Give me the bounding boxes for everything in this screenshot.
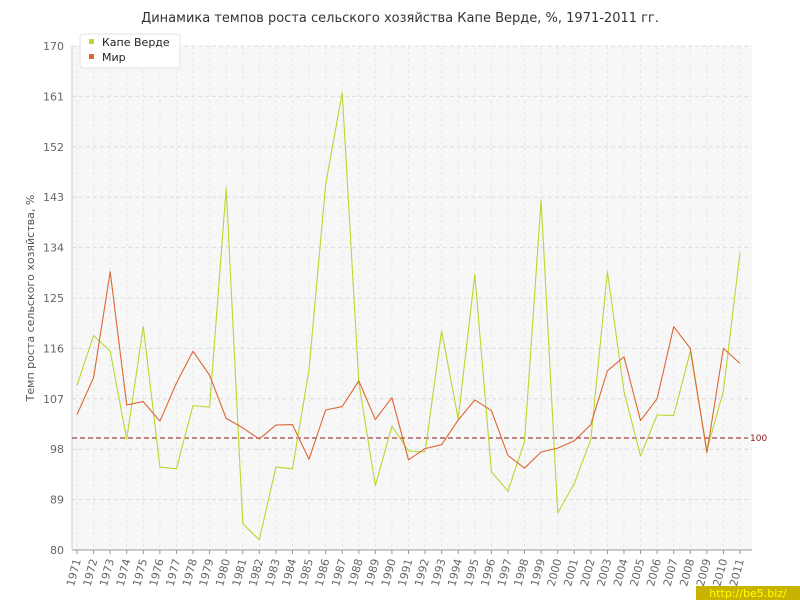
watermark: http://be5.biz/ <box>709 587 787 600</box>
y-tick-label: 116 <box>43 342 64 355</box>
y-tick-label: 170 <box>43 40 64 53</box>
y-tick-label: 89 <box>50 494 64 507</box>
y-ticks: 80 89 98 107 116 125 134 143 152 161 170 <box>43 40 64 557</box>
legend-swatch <box>89 39 94 44</box>
reference-line-label: 100 <box>750 434 767 444</box>
y-tick-label: 143 <box>43 191 64 204</box>
series-line-world <box>76 271 741 469</box>
axes <box>71 46 752 554</box>
y-tick-label: 125 <box>43 292 64 305</box>
legend-label: Мир <box>102 51 126 64</box>
series-group <box>76 91 741 541</box>
legend-box <box>79 33 181 69</box>
legend-swatch <box>89 54 94 59</box>
chart-title: Динамика темпов роста сельского хозяйств… <box>141 11 659 26</box>
legend-label: Капе Верде <box>102 36 170 49</box>
y-tick-label: 152 <box>43 141 64 154</box>
legend: Капе Верде Мир <box>79 33 181 69</box>
y-tick-label: 98 <box>50 443 64 456</box>
grid <box>72 45 752 550</box>
y-tick-label: 107 <box>43 393 64 406</box>
y-tick-label: 80 <box>50 544 64 557</box>
y-axis-label: Темп роста сельского хозяйства, % <box>24 195 37 403</box>
y-tick-label: 161 <box>43 90 64 103</box>
watermark-background <box>696 586 800 600</box>
series-line-cape-verde <box>76 91 741 541</box>
y-tick-label: 134 <box>43 242 64 255</box>
